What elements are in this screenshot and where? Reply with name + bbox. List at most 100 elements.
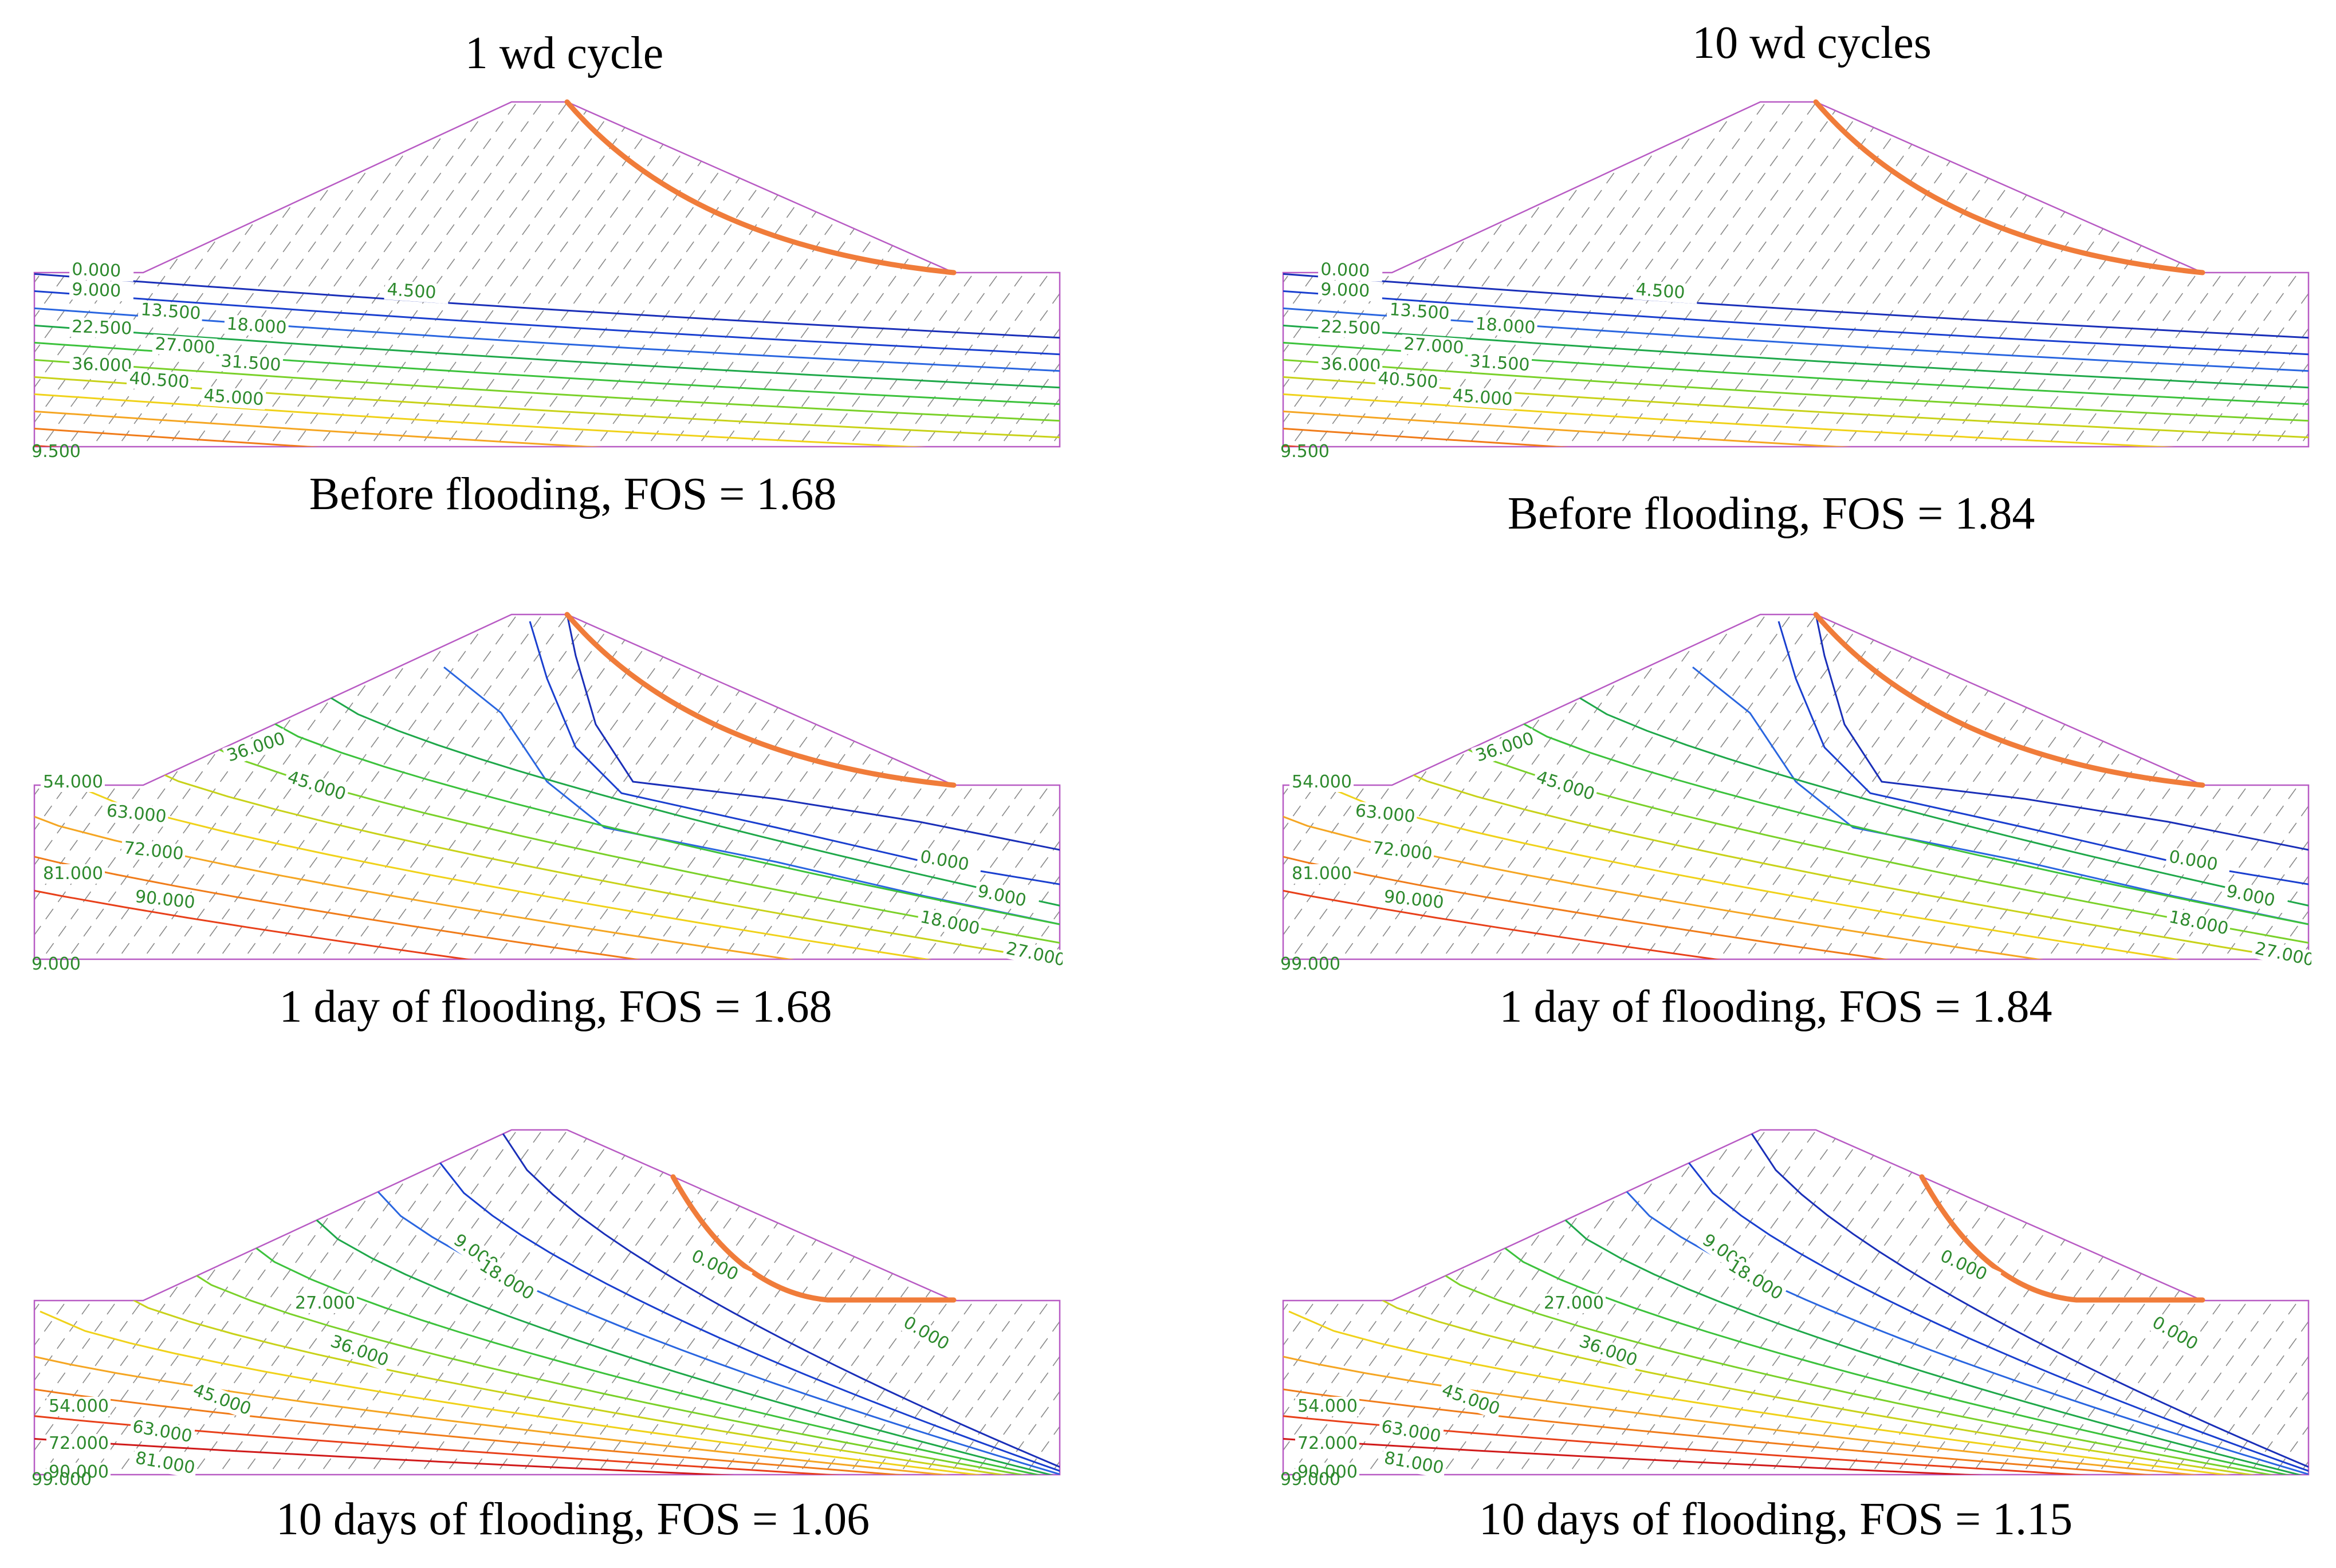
hatch-dash	[2024, 361, 2033, 373]
hatch-dash	[2238, 344, 2247, 356]
hatch-dash	[813, 379, 823, 390]
hatch-dash	[788, 822, 796, 834]
hatch-dash	[1683, 788, 1692, 799]
hatch-dash	[232, 241, 241, 253]
hatch-dash	[34, 651, 38, 662]
hatch-dash	[801, 396, 810, 407]
hatch-dash	[978, 908, 986, 920]
hatch-dash	[1354, 719, 1363, 731]
hatch-dash	[2022, 155, 2030, 167]
hatch-dash	[1707, 719, 1716, 731]
hatch-dash	[2023, 224, 2031, 235]
hatch-dash	[548, 805, 557, 817]
hatch-dash	[1457, 310, 1465, 321]
hatch-dash	[1445, 874, 1453, 885]
contour-line	[1283, 324, 2309, 389]
hatch-dash	[597, 258, 607, 270]
hatch-dash	[1356, 857, 1365, 868]
hatch-dash	[1971, 633, 1980, 645]
hatch-dash	[2260, 104, 2269, 115]
hatch-dash	[1812, 960, 1819, 971]
hatch-dash	[710, 651, 718, 662]
hatch-dash	[34, 822, 40, 834]
hatch-dash	[560, 788, 569, 799]
hatch-dash	[2010, 241, 2019, 253]
hatch-dash	[1430, 719, 1439, 731]
hatch-dash	[1757, 207, 1767, 218]
hatch-dash	[1442, 702, 1451, 714]
hatch-dash	[840, 960, 848, 971]
hatch-dash	[749, 805, 758, 817]
hatch-dash	[863, 275, 871, 287]
hatch-dash	[1732, 207, 1741, 218]
hatch-dash	[2097, 633, 2106, 645]
hatch-dash	[2036, 275, 2044, 287]
hatch-dash	[460, 857, 469, 868]
hatch-dash	[976, 293, 985, 304]
hatch-dash	[974, 121, 983, 132]
contour-line	[34, 393, 1060, 447]
hatch-dash	[2275, 293, 2284, 304]
hatch-dash	[824, 702, 832, 714]
hatch-dash	[483, 719, 493, 731]
hatch-dash	[785, 616, 793, 628]
hatch-dash	[1873, 361, 1882, 373]
hatch-dash	[1745, 190, 1753, 201]
hatch-dash	[2021, 633, 2030, 645]
hatch-dash	[1796, 805, 1806, 817]
hatch-dash	[1003, 430, 1012, 442]
hatch-dash	[2186, 207, 2195, 218]
hatch-dash	[776, 430, 785, 442]
hatch-dash	[409, 788, 418, 799]
hatch-dash	[1291, 668, 1299, 679]
hatch-dash	[1530, 138, 1539, 149]
hatch-dash	[1316, 668, 1324, 679]
hatch-dash	[701, 943, 710, 954]
hatch-dash	[321, 840, 330, 851]
hatch-dash	[1681, 685, 1690, 696]
hatch-dash	[813, 891, 823, 903]
hatch-dash	[571, 121, 580, 132]
hatch-dash	[1770, 190, 1779, 201]
hatch-dash	[184, 925, 192, 937]
contour-line	[1283, 358, 2309, 422]
hatch-dash	[1761, 960, 1769, 971]
hatch-dash	[2061, 275, 2070, 287]
hatch-dash	[386, 925, 394, 937]
hatch-dash	[335, 925, 344, 937]
hatch-dash	[1883, 651, 1891, 662]
hatch-dash	[308, 275, 317, 287]
hatch-dash	[144, 258, 153, 270]
hatch-dash	[724, 805, 733, 817]
hatch-dash	[1808, 754, 1817, 765]
hatch-dash	[786, 207, 795, 218]
hatch-dash	[1533, 925, 1542, 937]
hatch-dash	[838, 344, 847, 356]
hatch-dash	[397, 840, 406, 851]
hatch-dash	[1012, 685, 1021, 696]
hatch-dash	[206, 207, 215, 218]
hatch-dash	[2010, 754, 2019, 765]
contour-label-bg	[218, 351, 284, 376]
hatch-dash	[145, 874, 154, 885]
hatch-dash	[1571, 396, 1580, 407]
hatch-dash	[1569, 224, 1578, 235]
hatch-dash	[1393, 771, 1402, 782]
hatch-dash	[520, 633, 529, 645]
hatch-dash	[347, 840, 355, 851]
hatch-dash	[319, 155, 328, 167]
hatch-dash	[1933, 172, 1942, 184]
hatch-dash	[937, 651, 945, 662]
hatch-dash	[2124, 293, 2133, 304]
hatch-dash	[245, 293, 254, 304]
contour-plot: 0.0009.00018.00027.00036.00045.00054.000…	[1280, 612, 2311, 971]
hatch-dash	[247, 943, 256, 954]
hatch-dash	[435, 891, 445, 903]
hatch-dash	[219, 190, 227, 201]
hatch-dash	[2122, 121, 2131, 132]
hatch-dash	[1885, 344, 1894, 356]
hatch-dash	[1519, 293, 1528, 304]
hatch-dash	[1014, 788, 1023, 799]
hatch-dash	[521, 702, 530, 714]
hatch-dash	[474, 943, 483, 954]
